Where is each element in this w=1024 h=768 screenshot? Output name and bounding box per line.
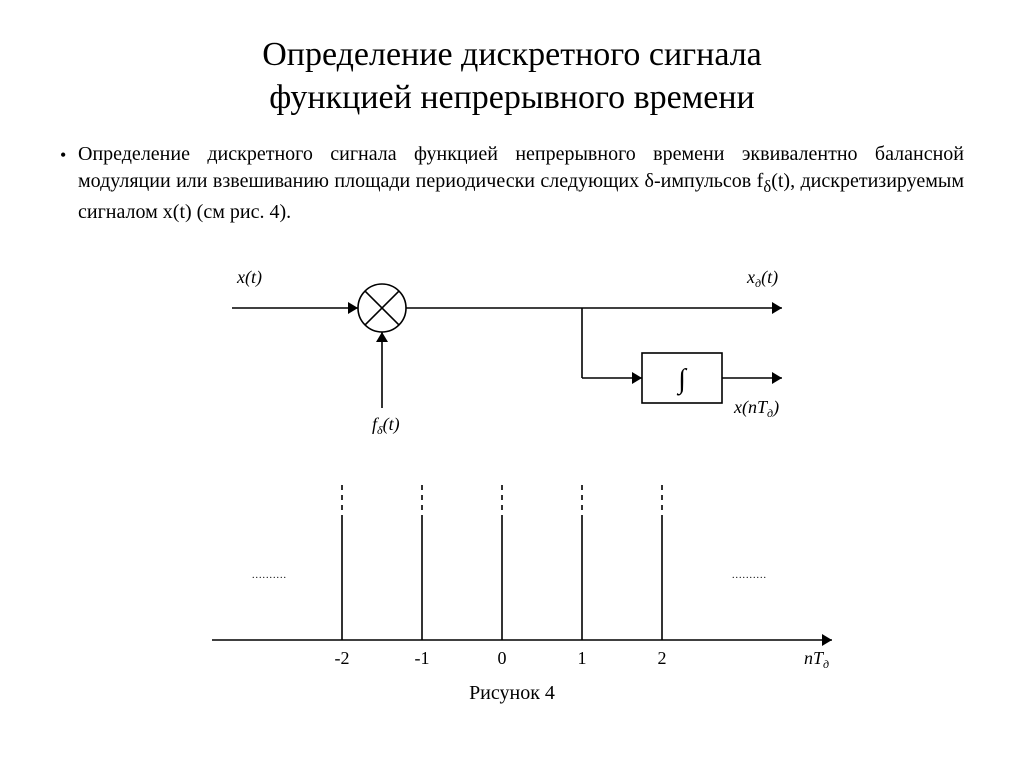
svg-text:..........: .......... [252,570,287,581]
paragraph-sub-delta: δ [763,177,771,196]
svg-text:2: 2 [658,648,667,668]
block-diagram: ∫ x(t) fδ(t) xд(t) x(nTд) [60,238,964,448]
svg-text:nTд: nTд [804,648,829,671]
page-title: Определение дискретного сигнала функцией… [60,34,964,119]
figure-caption: Рисунок 4 [60,682,964,705]
title-line-2: функцией непрерывного времени [269,79,754,116]
svg-text:-1: -1 [415,648,430,668]
svg-text:x(t): x(t) [236,267,262,288]
svg-text:x(nTд): x(nTд) [733,397,779,420]
bullet-icon: • [60,143,66,167]
svg-text:..........: .......... [732,570,767,581]
impulse-train-diagram: -2 -1 0 1 2.................... nTд [60,460,964,680]
body-paragraph: • Определение дискретного сигнала функци… [78,141,964,226]
svg-text:-2: -2 [335,648,350,668]
svg-text:0: 0 [498,648,507,668]
svg-text:∫: ∫ [676,364,688,396]
svg-text:1: 1 [578,648,587,668]
svg-text:xд(t): xд(t) [746,267,778,290]
svg-text:fδ(t): fδ(t) [372,414,400,437]
title-line-1: Определение дискретного сигнала [262,36,762,73]
